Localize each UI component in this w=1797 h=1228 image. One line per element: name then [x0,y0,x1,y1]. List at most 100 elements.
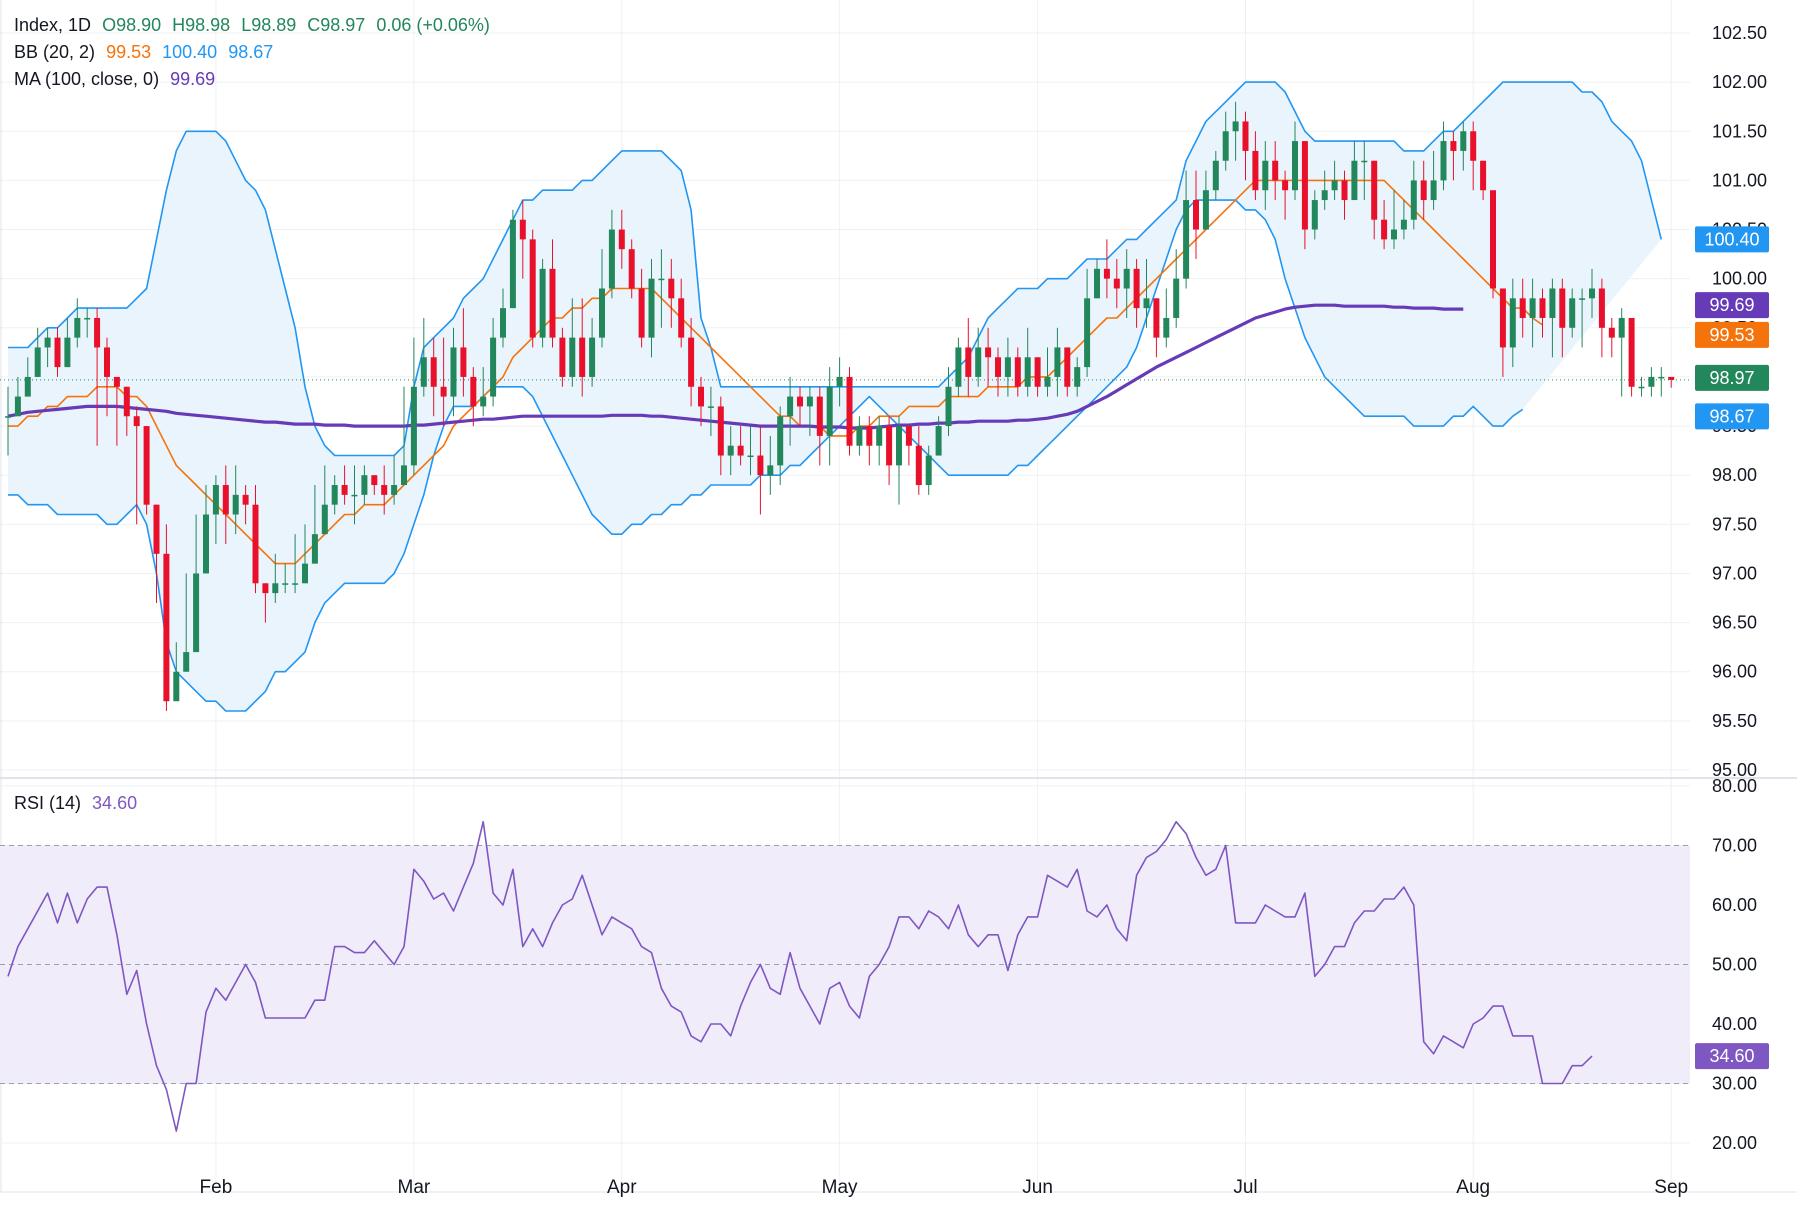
candle-body [1282,180,1289,191]
candle-body [519,219,526,240]
candle-body [1608,327,1615,338]
candle-body [410,386,417,466]
rsi-line [7,820,1593,1132]
candle-body [1460,131,1467,151]
candle-body [1074,367,1081,387]
candle-body [1430,180,1437,201]
candle-body [569,337,576,377]
candle-body [104,347,110,377]
badge-ma-bg [1695,292,1769,319]
legend-ma: MA (100, close, 0) 99.69 [14,66,221,93]
candle-body [5,416,11,418]
candle-body [747,455,754,458]
candle-body [1084,298,1091,368]
candle-body [1024,357,1031,387]
candle-body [846,376,853,446]
time-tick-label: Apr [607,1177,637,1198]
rsi-tick-label: 80.00 [1712,776,1757,796]
candle-body [193,573,200,653]
candle-body [242,494,249,505]
candle-body [777,416,784,466]
badge-ma: 99.69 [1709,295,1754,315]
candle-body [361,475,368,495]
candle-body [757,455,764,476]
candle-body [717,406,724,456]
candle-body [856,426,863,446]
candle-body [14,396,21,417]
price-tick-label: 102.00 [1712,72,1767,92]
candle-body [1351,160,1358,201]
candle-body [183,652,190,672]
legend-bb-upper: 100.40 [162,42,218,62]
candle-body [668,278,675,299]
candle-body [401,465,407,486]
legend-high: H98.98 [172,15,231,35]
candle-body [1589,288,1595,299]
candle-body [678,298,685,338]
candle-body [767,465,774,476]
candle-body [1311,200,1318,230]
candle-body [1094,268,1100,299]
candle-body [212,485,219,515]
price-tick-label: 96.00 [1712,662,1757,682]
candle-body [163,553,170,702]
candle-body [222,485,229,515]
candle-body [1262,160,1269,191]
badge-bb-lower: 98.67 [1709,406,1754,426]
time-tick-label: Mar [398,1177,431,1198]
candle-body [618,229,625,250]
candle-body [321,504,328,535]
candle-body [1202,190,1209,230]
candle-body [1222,131,1229,161]
candle-body [698,386,704,407]
time-tick-label: Sep [1654,1177,1688,1198]
candle-body [648,278,655,338]
candle-body [1103,268,1110,279]
candle-body [866,426,873,446]
legend-ma-value: 99.69 [170,69,216,89]
legend-rsi-label: RSI (14) [14,793,82,813]
candle-body [797,396,803,407]
legend-symbol: Index, 1D [14,15,92,35]
badge-bb-basis: 99.53 [1709,325,1754,345]
legend-ma-label: MA (100, close, 0) [14,69,160,89]
legend-close: C98.97 [307,15,366,35]
price-tick-label: 98.00 [1712,465,1757,485]
legend-main: Index, 1D O98.90 H98.98 L98.89 C98.97 0.… [14,12,496,39]
candle-body [539,268,546,338]
candle-body [886,426,893,466]
legend-rsi-value: 34.60 [92,793,138,813]
candle-body [1004,357,1011,377]
candle-body [1143,298,1150,309]
candle-body [1064,347,1071,387]
candle-body [24,376,31,397]
candle-body [1371,160,1378,220]
candle-body [995,357,1001,377]
candle-body [480,396,487,407]
candle-body [579,337,586,377]
candle-body [203,514,209,574]
candle-body [94,317,101,348]
candle-body [549,268,556,338]
candle-body [1648,376,1655,387]
price-tick-label: 97.50 [1712,514,1757,534]
candle-body [450,347,457,397]
candle-body [1381,219,1388,240]
candle-body [935,426,942,456]
candle-body [232,494,239,515]
price-tick-label: 101.50 [1712,121,1767,141]
candle-body [1292,141,1298,191]
ma-100-line [7,303,1464,430]
legend-bb-label: BB (20, 2) [14,42,96,62]
rsi-tick-label: 50.00 [1712,955,1757,975]
rsi-tick-label: 60.00 [1712,895,1757,915]
price-tick-label: 95.00 [1712,760,1757,780]
candle-body [311,534,318,564]
candle-body [292,583,299,585]
candle-body [272,583,279,594]
candle-body [638,288,645,338]
legend-bb-lower: 98.67 [228,42,274,62]
bb-lower-line [8,199,1524,712]
price-tick-label: 100.00 [1712,269,1767,289]
candle-body [440,386,447,397]
